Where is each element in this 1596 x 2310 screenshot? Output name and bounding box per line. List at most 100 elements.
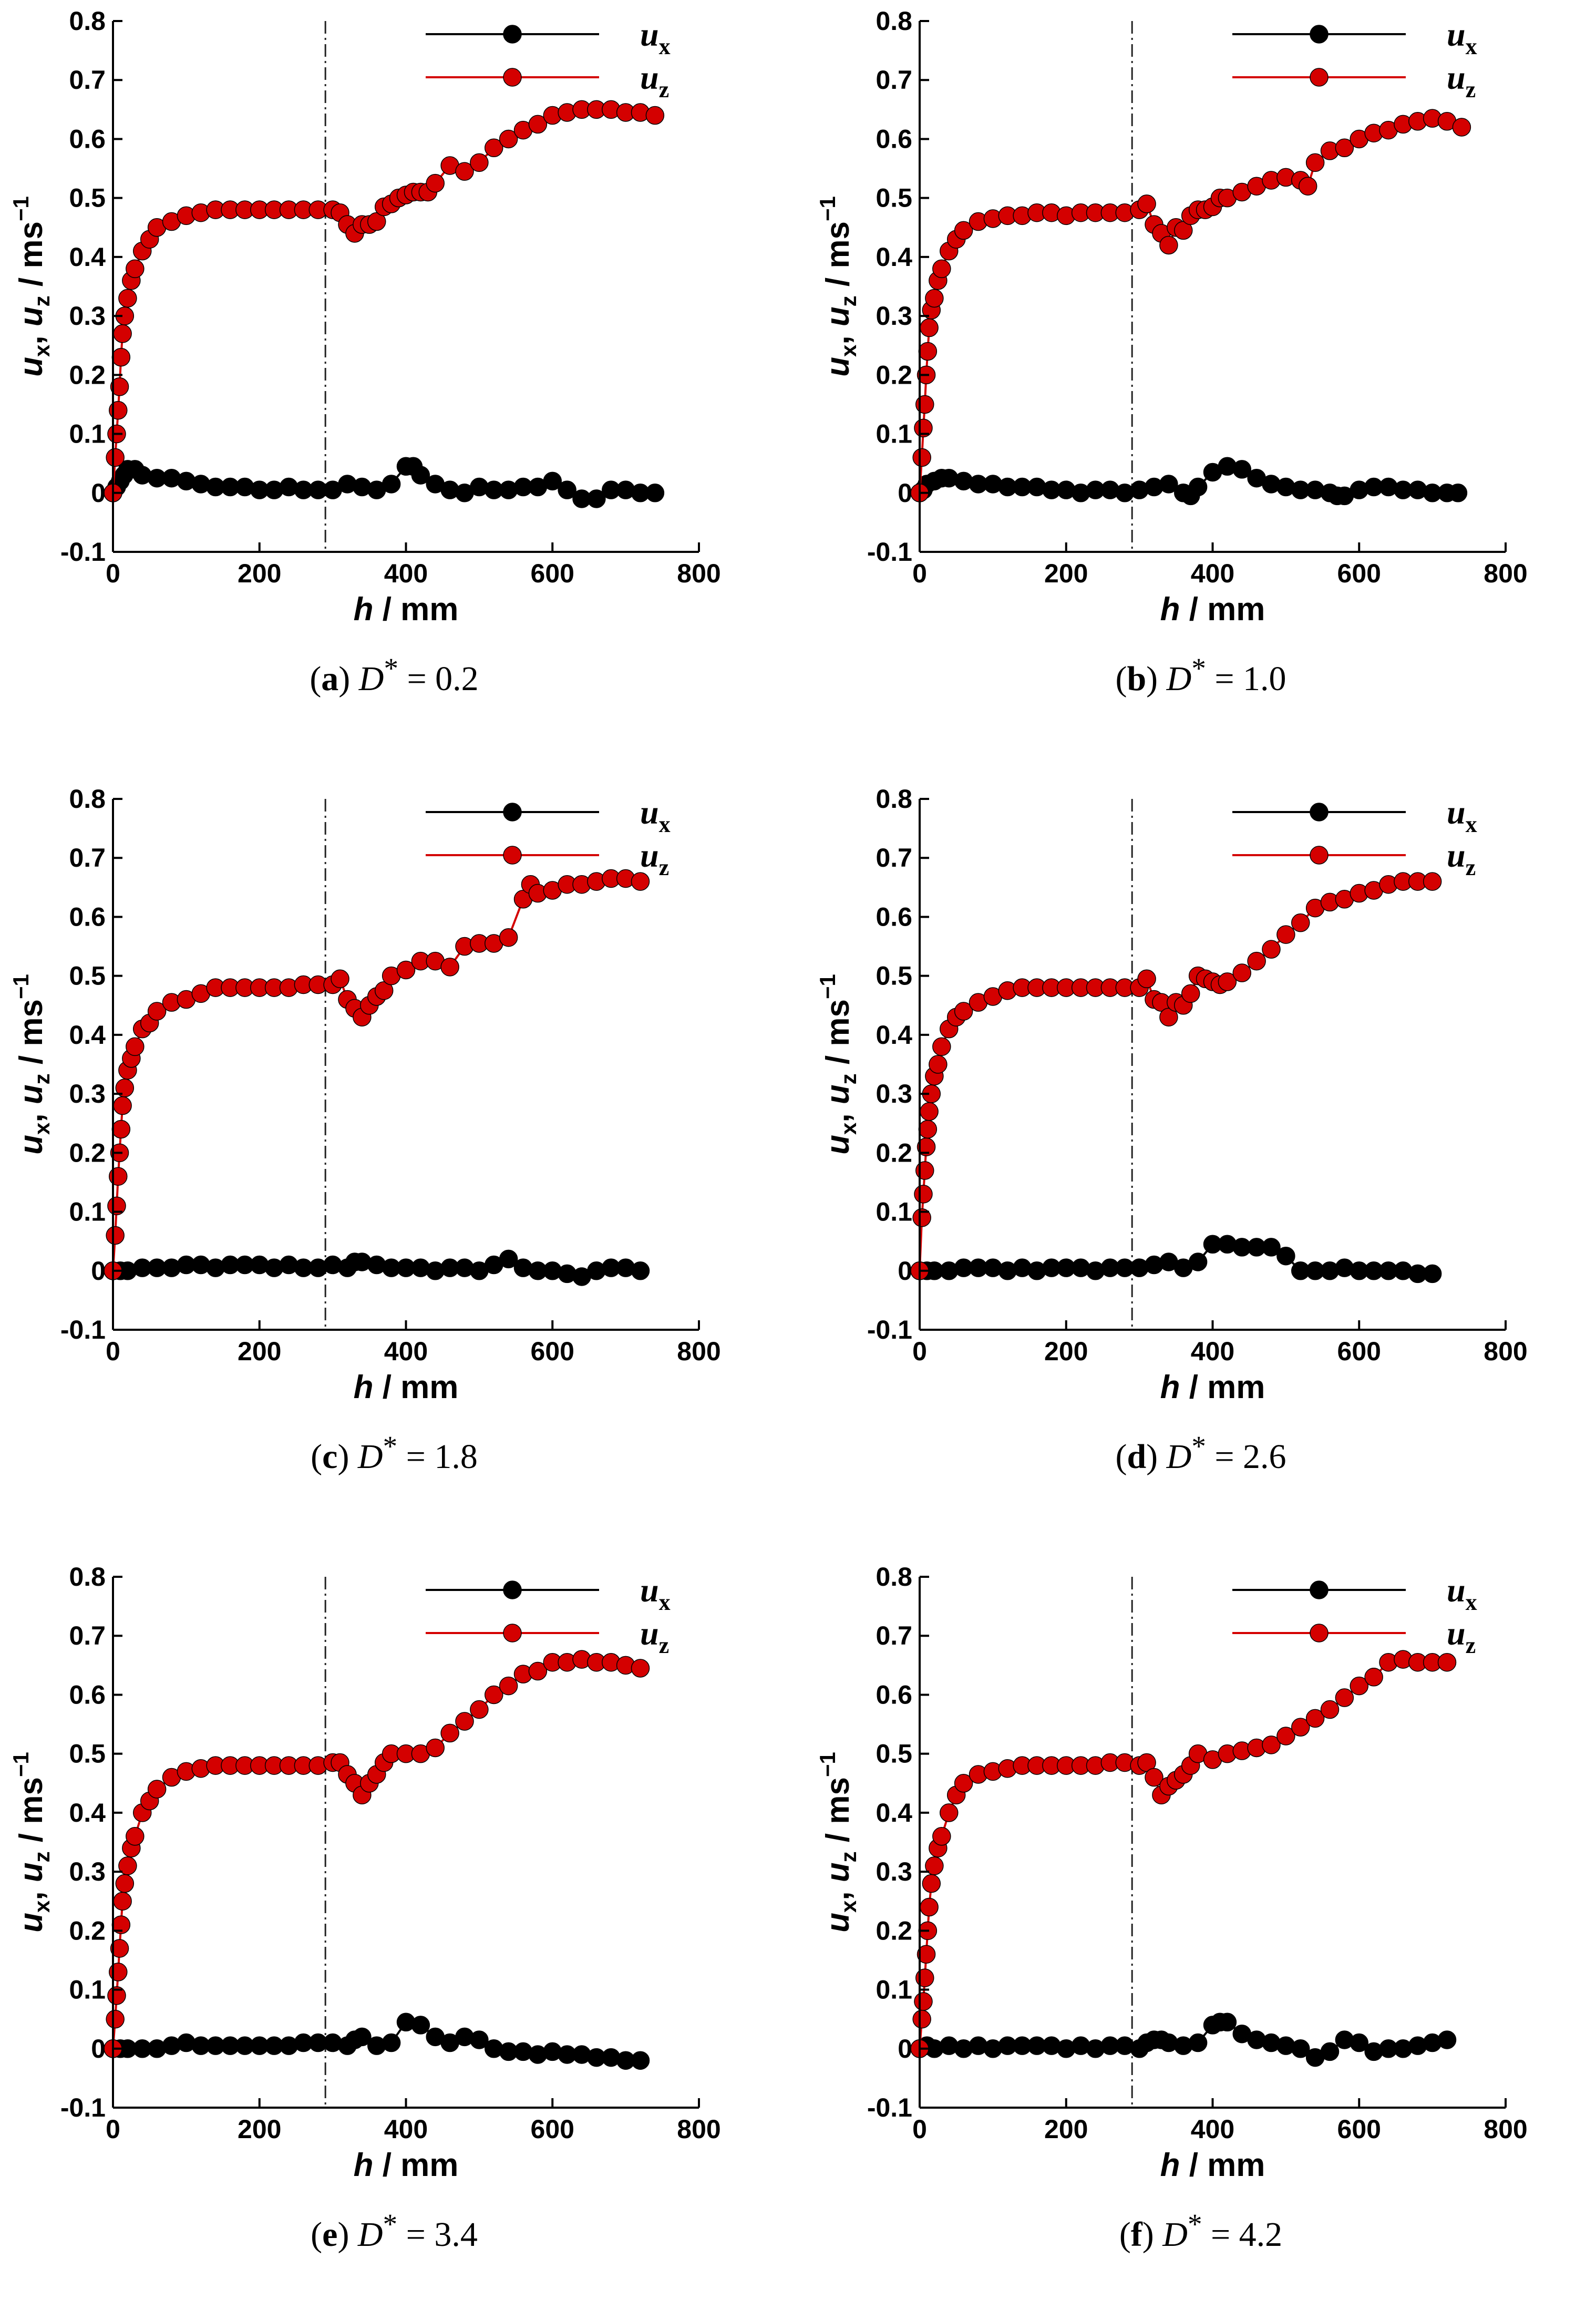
series-line-uz bbox=[112, 108, 655, 493]
data-point-ux bbox=[411, 2016, 430, 2035]
y-tick-label: 0.6 bbox=[69, 124, 106, 153]
y-tick-label: 0 bbox=[91, 478, 106, 508]
y-tick-label: 0.7 bbox=[876, 1621, 912, 1650]
x-axis-title-var: h bbox=[1160, 1369, 1180, 1405]
y-axis-title-u2: u bbox=[13, 1862, 49, 1882]
legend-symbol: u bbox=[640, 1572, 659, 1609]
data-point-ux bbox=[1188, 2033, 1208, 2052]
y-axis-title-sub2: z bbox=[29, 1073, 54, 1084]
caption-var: D bbox=[1162, 2215, 1188, 2254]
legend-marker-uz bbox=[503, 846, 522, 865]
y-axis-title-sub1: x bbox=[29, 344, 54, 357]
y-tick-label: 0 bbox=[898, 478, 912, 508]
data-point-ux bbox=[587, 489, 606, 508]
data-point-uz bbox=[1137, 194, 1156, 213]
data-point-uz bbox=[1437, 1652, 1457, 1672]
y-axis-title: ux, uz / ms−1 bbox=[815, 974, 861, 1155]
data-point-uz bbox=[932, 1827, 951, 1846]
panel-d: 0 200 400 600 800 -0.1 0 0.1 0.2 0.3 0.4 0.5 0.6 0.7 0… bbox=[807, 778, 1595, 1532]
y-tick-label: 0.6 bbox=[69, 902, 106, 931]
data-point-uz bbox=[396, 960, 416, 980]
legend-symbol: u bbox=[640, 794, 659, 831]
panel-f: 0 200 400 600 800 -0.1 0 0.1 0.2 0.3 0.4 0.5 0.6 0.7 0… bbox=[807, 1556, 1595, 2310]
data-point-uz bbox=[1262, 1736, 1281, 1754]
data-point-uz bbox=[954, 1002, 973, 1021]
x-tick-label: 200 bbox=[1044, 1337, 1088, 1366]
y-axis-title-unit: / ms bbox=[13, 999, 49, 1073]
data-point-ux bbox=[1188, 477, 1208, 497]
y-axis-title: ux, uz / ms−1 bbox=[815, 1752, 861, 1933]
data-point-uz bbox=[440, 1723, 459, 1743]
panel-c: 0 200 400 600 800 -0.1 0 0.1 0.2 0.3 0.4 0.5 0.6 0.7 0… bbox=[0, 778, 788, 1532]
data-point-uz bbox=[1137, 969, 1156, 989]
data-point-uz bbox=[1247, 951, 1266, 971]
caption-eq: = 1.8 bbox=[397, 1438, 478, 1476]
legend-marker-ux bbox=[1310, 803, 1329, 822]
legend-symbol: u bbox=[640, 837, 659, 874]
data-point-uz bbox=[1350, 1676, 1368, 1696]
y-tick-label: 0.2 bbox=[69, 1916, 106, 1945]
data-point-uz bbox=[126, 259, 145, 279]
y-axis-title-sep: , bbox=[13, 1882, 49, 1900]
x-tick-label: 200 bbox=[238, 1337, 281, 1366]
caption-eq: = 3.4 bbox=[397, 2215, 478, 2254]
data-point-uz bbox=[109, 401, 128, 420]
x-tick-label: 0 bbox=[106, 559, 120, 588]
x-tick-label: 400 bbox=[1191, 1337, 1234, 1366]
data-point-uz bbox=[426, 173, 445, 193]
y-tick-label: 0.5 bbox=[69, 961, 106, 991]
caption-eq: = 0.2 bbox=[398, 660, 479, 698]
data-point-ux bbox=[1448, 484, 1468, 502]
legend-subscript: x bbox=[659, 812, 671, 837]
data-point-uz bbox=[440, 958, 459, 977]
data-point-uz bbox=[645, 106, 665, 125]
data-point-uz bbox=[1291, 913, 1310, 932]
caption-sup: * bbox=[1187, 2208, 1202, 2240]
caption-var: D bbox=[358, 660, 384, 698]
data-point-uz bbox=[331, 969, 349, 989]
y-axis-title-exp: −1 bbox=[815, 196, 840, 221]
data-point-uz bbox=[499, 129, 518, 149]
series-line-uz bbox=[112, 1658, 641, 2049]
data-point-uz bbox=[1291, 1718, 1310, 1737]
y-tick-label: 0.7 bbox=[876, 843, 912, 872]
x-tick-label: 200 bbox=[238, 559, 281, 588]
y-axis-title-exp: −1 bbox=[815, 1752, 840, 1777]
data-point-ux bbox=[558, 480, 576, 499]
legend-marker-ux bbox=[503, 25, 522, 44]
data-point-uz bbox=[1159, 235, 1178, 255]
caption-var: D bbox=[357, 2215, 383, 2254]
data-point-ux bbox=[470, 2030, 489, 2049]
y-tick-label: 0.4 bbox=[876, 1020, 912, 1050]
y-axis-title-sub1: x bbox=[29, 1900, 54, 1913]
data-point-uz bbox=[499, 1676, 518, 1696]
chart-d: 0 200 400 600 800-0.100.10.20.30.40.50.60.70… bbox=[815, 784, 1528, 1405]
y-tick-label: 0.4 bbox=[69, 242, 106, 272]
data-point-uz bbox=[1159, 1008, 1178, 1026]
data-point-uz bbox=[118, 289, 137, 308]
y-tick-label: 0.8 bbox=[69, 6, 106, 36]
y-tick-label: 0.8 bbox=[69, 1562, 106, 1592]
data-point-uz bbox=[110, 1939, 129, 1958]
y-axis-title-sub1: x bbox=[836, 1900, 861, 1913]
legend-symbol: u bbox=[1447, 794, 1466, 831]
data-point-uz bbox=[954, 221, 973, 240]
x-tick-label: 800 bbox=[677, 559, 720, 588]
y-tick-label: -0.1 bbox=[60, 537, 106, 567]
legend-label-ux: ux bbox=[640, 1572, 671, 1615]
data-point-ux bbox=[1159, 475, 1178, 494]
y-axis-title-u1: u bbox=[13, 1135, 49, 1155]
y-tick-label: 0.1 bbox=[69, 419, 106, 449]
data-point-uz bbox=[470, 1700, 489, 1719]
y-axis-title-unit: / ms bbox=[820, 221, 856, 295]
data-point-uz bbox=[115, 1874, 135, 1893]
data-point-uz bbox=[925, 289, 944, 308]
y-axis-title-sub1: x bbox=[836, 1122, 861, 1135]
data-point-uz bbox=[1232, 963, 1251, 982]
x-tick-label: 400 bbox=[1191, 559, 1234, 588]
legend-marker-ux bbox=[503, 803, 522, 822]
data-point-uz bbox=[917, 1945, 936, 1964]
data-point-uz bbox=[106, 2009, 125, 2029]
y-tick-label: 0.7 bbox=[69, 65, 106, 95]
legend-marker-ux bbox=[1310, 25, 1329, 44]
